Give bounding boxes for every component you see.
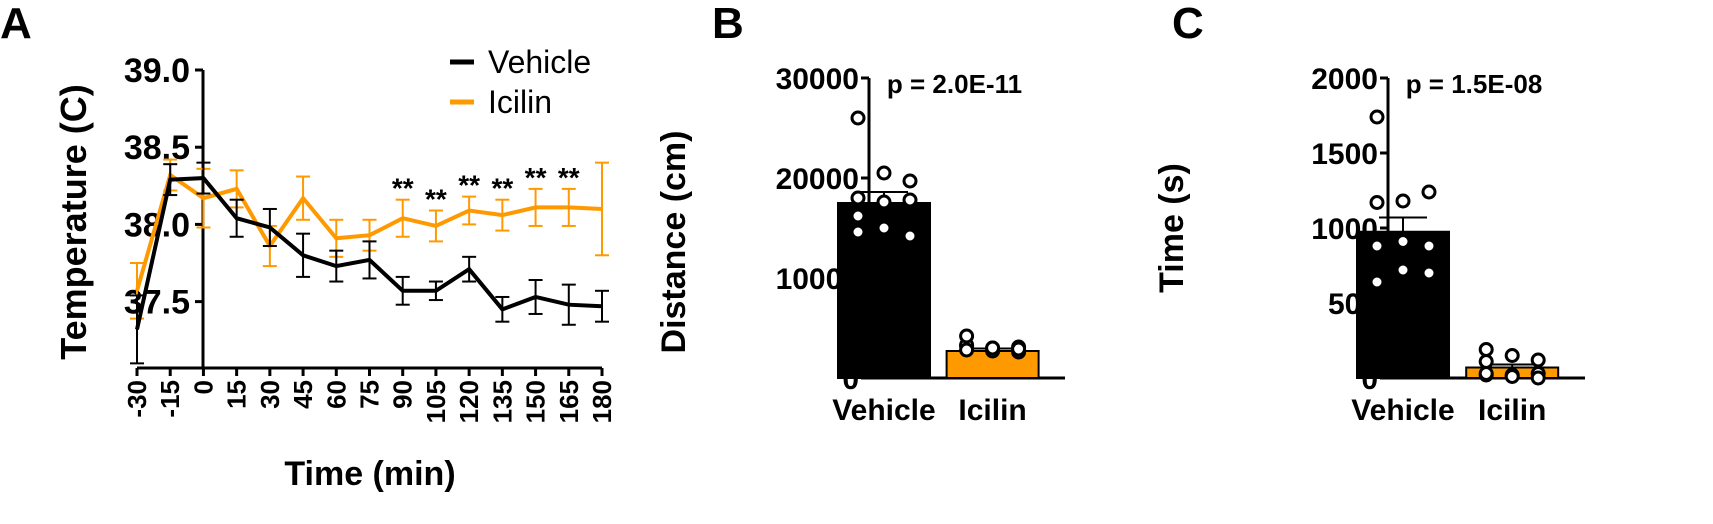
x-tick-label: 90 — [388, 380, 418, 409]
data-point — [1478, 342, 1494, 357]
y-tick-label: 38.5 — [124, 129, 190, 167]
data-point — [902, 192, 918, 208]
x-tick-label: Icilin — [958, 394, 1026, 427]
x-tick-label: 30 — [255, 380, 285, 409]
data-point — [1421, 238, 1437, 254]
series-line-icilin — [135, 171, 603, 292]
x-tick-label: Vehicle — [832, 394, 935, 427]
significance-marker: ** — [525, 162, 547, 193]
y-tick-label: 30000 — [776, 63, 859, 96]
data-point — [1504, 369, 1520, 384]
data-point — [1369, 109, 1385, 125]
x-tick-label: 60 — [321, 380, 351, 409]
x-tick-label: 15 — [222, 380, 252, 409]
x-tick-label: 45 — [288, 380, 318, 409]
data-point — [1369, 238, 1385, 254]
data-point — [1395, 262, 1411, 278]
series-line-vehicle — [135, 176, 603, 330]
data-point — [1530, 352, 1546, 368]
x-tick-label: -15 — [155, 380, 185, 418]
y-axis-title: Distance (cm) — [655, 131, 693, 354]
y-tick-label: 37.5 — [124, 284, 190, 322]
x-axis-title: Time (min) — [284, 455, 455, 493]
y-tick-label: 20000 — [776, 163, 859, 196]
data-point — [1011, 341, 1027, 357]
x-tick-label: Vehicle — [1351, 394, 1454, 427]
data-point — [959, 342, 975, 358]
data-point — [1530, 370, 1546, 386]
y-axis-title: Time (s) — [1153, 163, 1191, 293]
data-point — [1478, 366, 1494, 381]
data-point — [1369, 195, 1385, 210]
data-point — [1395, 193, 1411, 209]
p-value-annotation: p = 2.0E-11 — [887, 69, 1022, 99]
x-tick-label: 120 — [454, 380, 484, 423]
data-point — [902, 228, 918, 244]
data-point — [850, 208, 866, 224]
significance-marker: ** — [425, 184, 447, 215]
data-point — [1504, 348, 1520, 363]
panel-label-b: B — [712, 0, 744, 48]
x-tick-label: 0 — [188, 380, 218, 394]
data-point — [1395, 234, 1411, 249]
significance-marker: ** — [458, 170, 480, 201]
data-point — [850, 224, 866, 240]
x-tick-label: 180 — [587, 380, 617, 423]
panel-label-a: A — [0, 0, 32, 48]
data-point — [850, 190, 866, 206]
x-tick-label: -30 — [122, 380, 152, 418]
y-tick-label: 1500 — [1311, 138, 1378, 171]
x-tick-label: 105 — [421, 380, 451, 423]
x-tick-label: 165 — [554, 380, 584, 423]
y-tick-label: 2000 — [1311, 63, 1378, 96]
data-point — [850, 110, 866, 126]
significance-marker: ** — [392, 173, 414, 204]
data-point — [876, 165, 892, 181]
x-tick-label: Icilin — [1478, 394, 1546, 427]
data-point — [1369, 274, 1385, 290]
data-point — [876, 194, 892, 210]
significance-marker: ** — [558, 162, 580, 193]
x-tick-label: 75 — [355, 380, 385, 409]
panel-a-line-chart: 37.538.038.539.0-30 -15 0 15 30 45 60 75 90 105 12… — [53, 44, 617, 493]
data-point — [876, 220, 892, 236]
panel-label-c: C — [1172, 0, 1204, 48]
data-point — [985, 340, 1001, 356]
significance-marker: ** — [491, 173, 513, 204]
legend-label: Icilin — [488, 84, 552, 120]
y-axis-title: Temperature (C) — [53, 84, 94, 359]
legend-label: Vehicle — [488, 44, 591, 80]
data-point — [902, 173, 918, 189]
x-tick-label: 135 — [487, 380, 517, 423]
data-point — [1478, 354, 1494, 369]
bar-vehicle — [1356, 230, 1450, 379]
x-tick-label: 150 — [521, 380, 551, 423]
data-point — [959, 328, 975, 344]
y-tick-label: 39.0 — [124, 52, 190, 90]
p-value-annotation: p = 1.5E-08 — [1406, 69, 1543, 99]
data-point — [1421, 265, 1437, 281]
data-point — [1421, 184, 1437, 200]
